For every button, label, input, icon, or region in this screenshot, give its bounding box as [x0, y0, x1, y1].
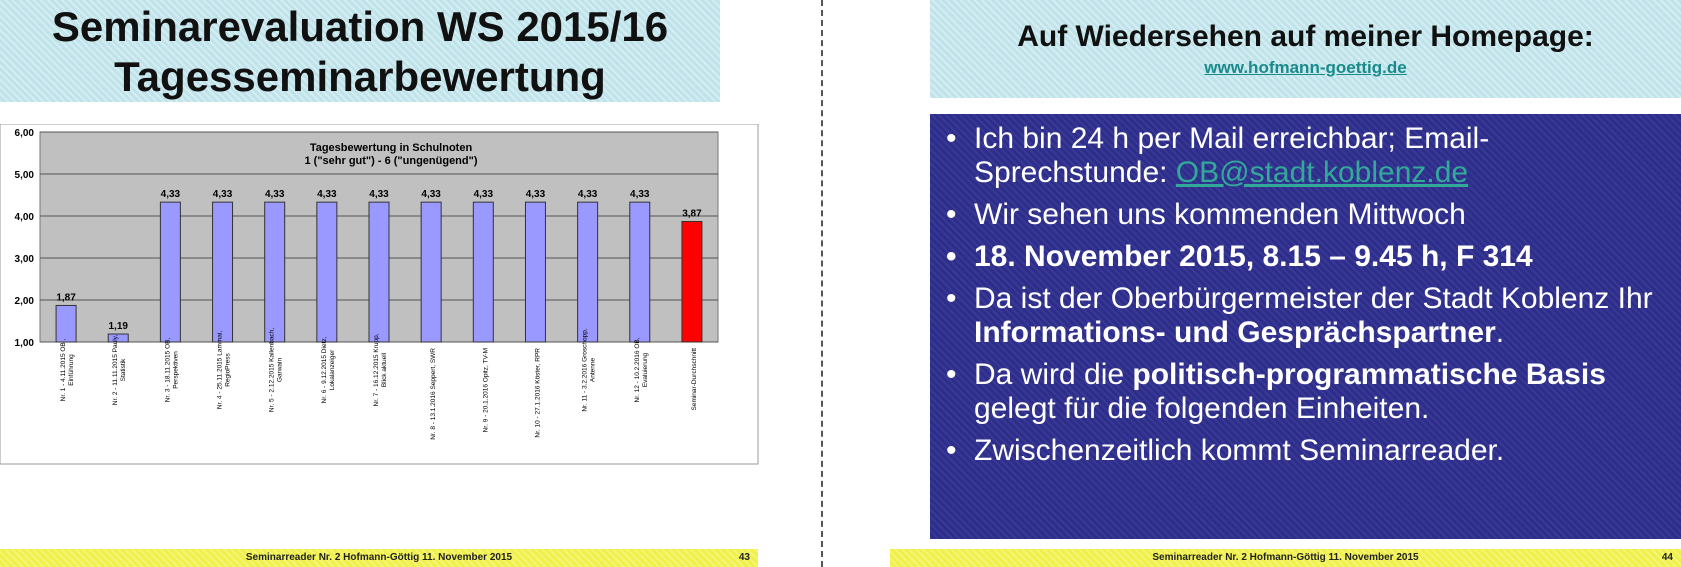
bar: [55, 304, 77, 343]
bullet4-text-part1: Da ist der Oberbürgermeister der Stadt K…: [974, 282, 1653, 315]
bar: [472, 201, 494, 343]
bullet6-text: Zwischenzeitlich kommt Seminarreader.: [974, 434, 1505, 467]
chart-container: 1,00 2,00 3,00 4,00 5,00 6,00 Tagesbewertung i…: [0, 123, 760, 494]
bar-value-label: 4,33: [421, 189, 441, 200]
bar-value-label: 4,33: [317, 189, 337, 200]
y-tick-label: 1,00: [15, 338, 35, 349]
bar: [107, 333, 129, 343]
x-tick-label: Nr. 3 - 18.11.2015 OB,Perspektiven: [164, 338, 179, 403]
bar-value-label: 4,33: [369, 189, 389, 200]
left-slide-title-line2: Tagesseminarbewertung: [114, 53, 606, 100]
bar-value-label: 4,33: [474, 189, 494, 200]
bullet5-text-part2: gelegt für die folgenden Einheiten.: [974, 392, 1430, 425]
chart-title: Tagesbewertung in Schulnoten: [310, 142, 473, 154]
left-footer-text: Seminarreader Nr. 2 Hofmann-Göttig 11. N…: [245, 552, 513, 563]
right-slide-footer: Seminarreader Nr. 2 Hofmann-Göttig 11. N…: [890, 549, 1681, 567]
bullet4-text-bold: Informations- und Gesprächspartner: [974, 316, 1496, 349]
bar: [577, 201, 599, 343]
bullet-item-mayor: Da ist der Oberbürgermeister der Stadt K…: [946, 282, 1667, 350]
x-tick-label: Nr. 10 - 27.1.2016 Köster, RPR: [534, 348, 541, 438]
email-link[interactable]: OB@stadt.koblenz.de: [1175, 156, 1469, 189]
x-tick-label: Nr. 9 - 20.1.2016 Opitz, TV-M: [482, 348, 489, 432]
right-footer-text: Seminarreader Nr. 2 Hofmann-Göttig 11. N…: [1152, 552, 1419, 563]
bar-value-label: 4,33: [161, 189, 181, 200]
bar: [629, 201, 651, 343]
bar: [368, 201, 390, 343]
right-slide-title-box: Auf Wiedersehen auf meiner Homepage: www…: [930, 0, 1681, 98]
x-tick-label: Nr. 4 - 25.11.2015 Lammai,RegioPress: [217, 331, 232, 409]
bar-value-label: 4,33: [526, 189, 546, 200]
bar: [524, 201, 546, 343]
left-slide-title-box: Seminarevaluation WS 2015/16 Tagessemina…: [0, 0, 720, 102]
left-slide-title-line1: Seminarevaluation WS 2015/16: [51, 3, 669, 50]
bar-value-label: 4,33: [213, 189, 233, 200]
bar-value-label: 4,33: [578, 189, 598, 200]
bullet-item-reader: Zwischenzeitlich kommt Seminarreader.: [946, 434, 1667, 468]
bar-value-label: 1,19: [108, 321, 128, 332]
bar-value-label: 3,87: [682, 208, 702, 219]
x-tick-label: Nr. 11 - 3.2.2016 Groschopp,Antenne: [582, 328, 597, 412]
bullet-item-basis: Da wird die politisch-programmatische Ba…: [946, 358, 1667, 426]
homepage-link[interactable]: www.hofmann-goettig.de: [1204, 58, 1407, 77]
y-tick-label: 2,00: [15, 296, 35, 307]
y-tick-label: 4,00: [15, 212, 35, 223]
x-tick-label: Nr. 6 - 9.12.2015 Dietz,Lokalanzeiger: [321, 336, 336, 403]
x-tick-label: Seminar-Durchschnitt: [691, 348, 698, 411]
bar-chart: 1,00 2,00 3,00 4,00 5,00 6,00 Tagesbewertung i…: [0, 123, 759, 465]
bar-value-label: 1,87: [56, 292, 76, 303]
x-tick-label: Nr. 12 - 10.2.2016 OB,Evaluierung: [634, 337, 649, 402]
bullet5-text-bold: politisch-programmatische Basis: [1132, 358, 1606, 391]
bar-value-label: 4,33: [265, 189, 285, 200]
x-tick-label: Nr. 1 - 4.11.2015 OB ,Einführung: [60, 338, 75, 401]
y-tick-label: 3,00: [15, 254, 35, 265]
bar: [681, 220, 703, 343]
bullet-item-mail: Ich bin 24 h per Mail erreichbar; Email-…: [946, 122, 1667, 190]
x-tick-label: Nr. 8 - 13.1.2016 Seppert, SWR: [430, 348, 437, 440]
bar: [316, 201, 338, 343]
bullet1-text: Ich bin 24 h per Mail erreichbar; Email-…: [974, 122, 1490, 189]
bar: [159, 201, 181, 343]
bar: [212, 201, 234, 343]
y-tick-label: 5,00: [15, 170, 35, 181]
x-tick-label: Nr. 2 - 11.11.2015 Pauly,Statistik: [112, 335, 127, 406]
slide-divider: [821, 0, 823, 567]
x-tick-label: Nr. 7 - 16.12.2015 Krupp,Blick aktuell: [373, 333, 388, 406]
left-slide-footer: Seminarreader Nr. 2 Hofmann-Göttig 11. N…: [0, 549, 758, 567]
bullet-list: Ich bin 24 h per Mail erreichbar; Email-…: [944, 122, 1667, 468]
bullet4-text-part2: .: [1495, 316, 1505, 349]
chart-subtitle: 1 ("sehr gut") - 6 ("ungenügend"): [304, 155, 477, 167]
left-page-number: 43: [738, 552, 750, 563]
x-tick-label: Nr. 5 - 2.12.2015 Kallenbach,Garwain: [269, 328, 284, 412]
bar: [264, 201, 286, 343]
bullet-item-date: 18. November 2015, 8.15 – 9.45 h, F 314: [946, 240, 1667, 274]
right-slide-title: Auf Wiedersehen auf meiner Homepage:: [1017, 20, 1594, 53]
bullet-item-wednesday: Wir sehen uns kommenden Mittwoch: [946, 198, 1667, 232]
bar-value-label: 4,33: [630, 189, 650, 200]
bar: [420, 201, 442, 343]
right-page-number: 44: [1661, 552, 1673, 563]
y-tick-label: 6,00: [15, 128, 35, 139]
bullet2-text: Wir sehen uns kommenden Mittwoch: [974, 198, 1466, 231]
bullet-list-box: Ich bin 24 h per Mail erreichbar; Email-…: [930, 114, 1681, 539]
bullet5-text-part1: Da wird die: [974, 358, 1133, 391]
bullet3-text: 18. November 2015, 8.15 – 9.45 h, F 314: [974, 240, 1533, 273]
